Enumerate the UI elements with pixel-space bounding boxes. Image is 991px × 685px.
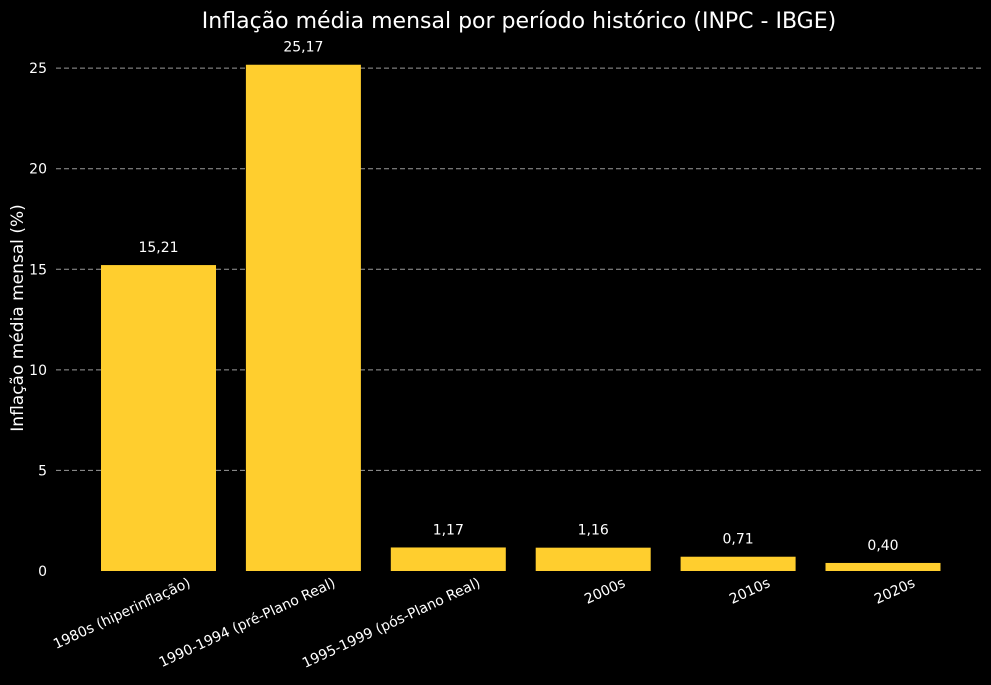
data-label: 1,17 (433, 522, 464, 538)
bar (101, 265, 216, 571)
y-tick-label: 10 (29, 363, 47, 379)
x-tick-label: 1980s (hiperinflação) (51, 575, 193, 653)
bar (390, 547, 506, 571)
data-label: 25,17 (283, 40, 323, 56)
bars (101, 64, 941, 571)
x-axis-ticks: 1980s (hiperinflação)1990-1994 (pré-Plan… (51, 575, 918, 672)
bar (535, 547, 651, 571)
bar (825, 562, 941, 571)
data-label: 1,16 (578, 523, 609, 539)
y-tick-label: 20 (29, 162, 47, 178)
data-label: 0,71 (723, 532, 754, 548)
y-tick-label: 5 (38, 463, 47, 479)
bar (680, 556, 796, 571)
data-label: 0,40 (867, 538, 898, 554)
y-tick-label: 25 (29, 61, 47, 77)
y-tick-label: 0 (38, 564, 47, 580)
x-tick-label: 2010s (727, 575, 773, 608)
bar (245, 64, 361, 571)
y-axis-label: Inflação média mensal (%) (8, 204, 28, 431)
x-tick-label: 2020s (872, 575, 918, 608)
x-tick-label: 2000s (582, 575, 628, 608)
y-tick-label: 15 (29, 262, 47, 278)
data-label: 15,21 (138, 240, 178, 256)
data-labels: 15,21 25,17 1,17 1,16 0,71 0,40 (138, 40, 898, 554)
chart-title: Inflação média mensal por período histór… (202, 9, 836, 34)
y-axis-ticks: 0 5 10 15 20 25 (29, 61, 47, 580)
